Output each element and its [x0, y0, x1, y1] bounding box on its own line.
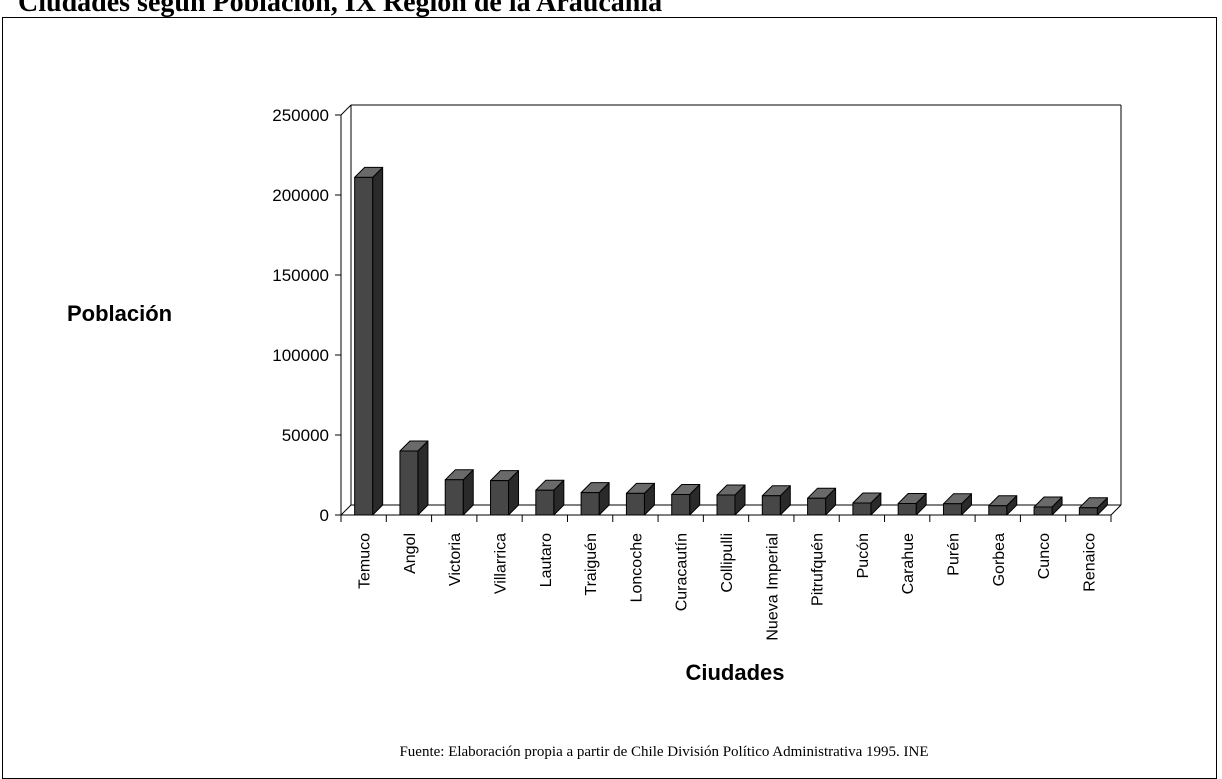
bar [852, 492, 882, 516]
bar [897, 492, 927, 516]
bar [807, 487, 837, 516]
y-tick-label: 200000 [272, 186, 329, 205]
x-axis-title: Ciudades [685, 660, 784, 685]
x-category-label: Pitrufquén [810, 533, 827, 606]
bar-front [399, 450, 419, 516]
floor-right-edge [1110, 504, 1122, 516]
bar-front [580, 492, 600, 516]
y-axis-ticks: 0 50000 100000 150000 200000 250000 [272, 106, 341, 525]
bar [354, 166, 384, 516]
x-category-label: Curacautín [674, 533, 691, 611]
bar [444, 469, 474, 516]
bar-front [354, 176, 374, 516]
y-tick-label: 100000 [272, 346, 329, 365]
bar-front [444, 479, 464, 516]
bar [490, 470, 520, 516]
bar-front [897, 502, 917, 516]
x-category-label: Victoria [447, 533, 464, 586]
bar-front [942, 503, 962, 516]
bar-side [417, 440, 429, 516]
x-category-label: Cunco [1036, 533, 1053, 579]
x-category-label: Loncoche [628, 533, 645, 602]
bar-front [852, 502, 872, 516]
x-category-label: Gorbea [991, 533, 1008, 586]
y-tick-label: 250000 [272, 106, 329, 125]
bars [340, 166, 1112, 522]
source-note: Fuente: Elaboración propia a partir de C… [399, 744, 928, 760]
bar-front [761, 495, 781, 516]
bar [716, 484, 746, 516]
bar-front [988, 505, 1008, 516]
bar [1033, 496, 1063, 516]
y-tick-label: 0 [320, 506, 329, 525]
bar-side [372, 166, 384, 516]
x-category-label: Traiguén [583, 533, 600, 596]
bar-front [490, 480, 510, 516]
chart-frame: 0 50000 100000 150000 200000 250000 Temuco Ang… [2, 17, 1217, 779]
bar [1078, 497, 1108, 516]
bar-front [535, 489, 555, 516]
bar-front [716, 494, 736, 516]
x-category-label: Pucón [855, 533, 872, 578]
bar-front [1078, 507, 1098, 516]
bar-front [807, 497, 827, 516]
x-category-label: Purén [945, 533, 962, 576]
y-axis-title: Población [67, 301, 172, 326]
page-title: Ciudades según Población, IX Región de l… [18, 0, 663, 18]
chart-walls [340, 104, 1122, 516]
bar-front [671, 494, 691, 516]
wall-top-connector [340, 104, 352, 116]
y-tick-label: 50000 [282, 426, 329, 445]
x-category-label: Villarrica [493, 533, 510, 594]
bar-front [625, 492, 645, 516]
x-category-label: Lautaro [538, 533, 555, 587]
x-category-label: Temuco [357, 533, 374, 589]
bar-front [1033, 506, 1053, 516]
x-category-label: Nueva Imperial [764, 533, 781, 641]
x-category-label: Collipulli [719, 533, 736, 593]
x-category-label: Angol [402, 533, 419, 574]
bar [580, 482, 610, 516]
bar [399, 440, 429, 516]
x-axis-labels: Temuco Angol Victoria Villarrica Lautaro Trai… [357, 533, 1099, 641]
x-category-label: Carahue [900, 533, 917, 594]
bar [535, 479, 565, 516]
x-category-label: Renaico [1081, 533, 1098, 592]
bar [671, 484, 701, 516]
bar [761, 485, 791, 516]
bar [988, 495, 1018, 516]
floor-left-edge [340, 504, 352, 516]
bar [942, 493, 972, 516]
bar-chart: 0 50000 100000 150000 200000 250000 Temuco Ang… [67, 104, 1122, 760]
bar [625, 482, 655, 516]
y-tick-label: 150000 [272, 266, 329, 285]
